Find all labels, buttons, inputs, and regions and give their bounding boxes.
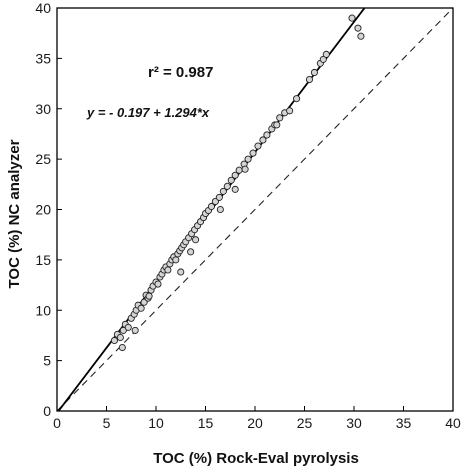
y-tick-label: 15 (35, 252, 51, 268)
y-axis-label: TOC (%) NC analyzer (6, 139, 23, 288)
y-tick-label: 0 (43, 403, 51, 419)
x-tick-label: 25 (297, 415, 313, 431)
data-point (286, 107, 294, 115)
data-point (131, 326, 139, 334)
y-tick-label: 10 (35, 302, 51, 318)
data-point (305, 75, 314, 84)
data-point (172, 256, 180, 264)
data-point (249, 149, 257, 157)
data-point (273, 121, 281, 129)
data-point (164, 266, 172, 274)
x-tick-label: 40 (445, 415, 461, 431)
data-point (137, 304, 145, 312)
data-point (124, 323, 132, 331)
y-tick-label: 40 (35, 0, 51, 16)
x-tick-label: 15 (198, 415, 214, 431)
data-point (354, 24, 362, 32)
r-squared-label: r² = 0.987 (148, 64, 213, 81)
data-point (244, 155, 252, 163)
y-tick-label: 25 (35, 151, 51, 167)
data-point (241, 165, 249, 173)
x-tick-label: 35 (396, 415, 412, 431)
x-axis-ticks: 0 5 10 15 20 25 30 35 40 (53, 406, 461, 431)
data-point (231, 185, 239, 193)
data-point (215, 193, 223, 201)
data-point (235, 166, 243, 174)
data-point (110, 336, 118, 345)
reference-line-1to1 (57, 8, 453, 411)
data-point (310, 68, 318, 77)
x-tick-label: 30 (346, 415, 362, 431)
data-point (216, 205, 224, 214)
x-axis-label: TOC (%) Rock-Eval pyrolysis (153, 450, 359, 467)
data-point (219, 187, 227, 195)
y-axis-ticks: 0 5 10 15 20 25 30 35 40 (35, 0, 62, 419)
data-points (110, 14, 365, 352)
y-tick-label: 35 (35, 50, 51, 66)
data-point (118, 343, 126, 352)
data-point (276, 114, 284, 122)
regression-equation: y = - 0.197 + 1.294*x (86, 105, 210, 120)
data-point (177, 268, 185, 276)
data-point (263, 131, 271, 139)
data-point (145, 292, 153, 300)
x-tick-label: 10 (148, 415, 164, 431)
y-tick-label: 30 (35, 101, 51, 117)
data-point (348, 14, 356, 22)
data-point (187, 248, 195, 256)
data-point (254, 142, 262, 150)
data-point (231, 171, 239, 179)
data-point (357, 32, 365, 40)
x-tick-label: 20 (247, 415, 263, 431)
data-point (154, 280, 162, 288)
x-tick-label: 0 (53, 415, 61, 431)
data-point (227, 176, 235, 184)
data-point (293, 95, 301, 103)
y-tick-label: 20 (35, 202, 51, 218)
reference-line-layer (57, 8, 453, 411)
x-tick-label: 5 (103, 415, 111, 431)
data-point (207, 202, 215, 211)
data-point (259, 136, 267, 144)
data-point (223, 182, 231, 190)
y-tick-label: 5 (43, 353, 51, 369)
data-point (322, 50, 330, 58)
data-point (116, 333, 124, 342)
data-point (192, 236, 200, 244)
